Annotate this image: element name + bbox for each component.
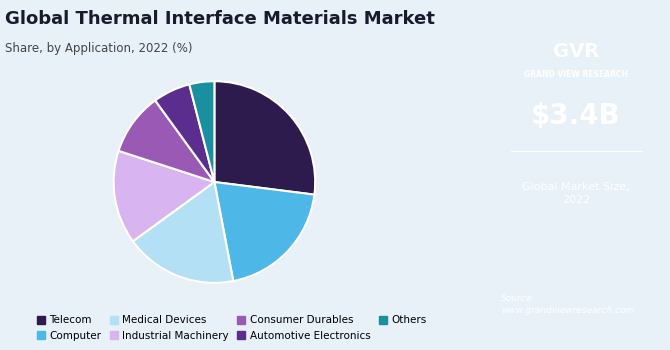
Text: $3.4B: $3.4B	[531, 102, 621, 130]
Text: Source:
www.grandviewresearch.com: Source: www.grandviewresearch.com	[501, 294, 634, 315]
Wedge shape	[214, 182, 314, 281]
Wedge shape	[114, 151, 214, 241]
Text: GRAND VIEW RESEARCH: GRAND VIEW RESEARCH	[524, 70, 628, 79]
Text: GVR: GVR	[553, 42, 600, 61]
Legend: Telecom, Computer, Medical Devices, Industrial Machinery, Consumer Durables, Aut: Telecom, Computer, Medical Devices, Indu…	[33, 311, 431, 345]
Text: Global Market Size,
2022: Global Market Size, 2022	[523, 182, 630, 205]
Wedge shape	[214, 81, 315, 195]
Wedge shape	[155, 84, 214, 182]
Wedge shape	[119, 100, 214, 182]
Wedge shape	[190, 81, 214, 182]
Text: Global Thermal Interface Materials Market: Global Thermal Interface Materials Marke…	[5, 10, 435, 28]
Wedge shape	[133, 182, 233, 283]
Text: Share, by Application, 2022 (%): Share, by Application, 2022 (%)	[5, 42, 192, 55]
